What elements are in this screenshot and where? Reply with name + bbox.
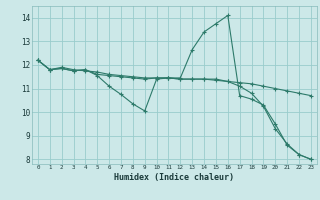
X-axis label: Humidex (Indice chaleur): Humidex (Indice chaleur) — [115, 173, 234, 182]
